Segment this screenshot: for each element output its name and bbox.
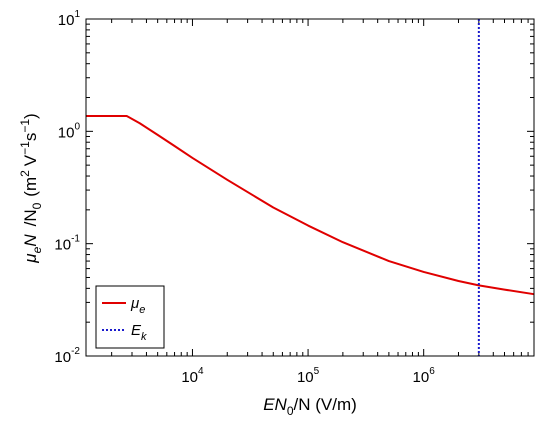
- series-layer: [86, 19, 535, 356]
- x-tick-label: 104: [181, 366, 204, 386]
- x-axis-label: EN0/N (V/m): [263, 395, 357, 418]
- legend-label-mu-e: μe: [130, 295, 145, 316]
- legend-label-e-k: Ek: [131, 322, 147, 343]
- tick-labels: 104 105 106 10-2 10-1 100 101: [54, 9, 435, 386]
- series-line-mu-e: [86, 114, 535, 296]
- x-tick-label: 106: [413, 366, 436, 386]
- y-tick-label: 10-1: [54, 234, 80, 254]
- y-tick-label: 10-2: [54, 346, 80, 366]
- y-tick-label: 101: [58, 9, 81, 29]
- y-axis-label: μeN/N0(m2V−1s−1): [18, 113, 44, 263]
- x-tick-label: 105: [297, 366, 320, 386]
- legend: μe Ek: [95, 285, 165, 349]
- plot-frame: [85, 18, 535, 357]
- y-tick-label: 100: [58, 121, 81, 141]
- legend-box: [95, 285, 165, 349]
